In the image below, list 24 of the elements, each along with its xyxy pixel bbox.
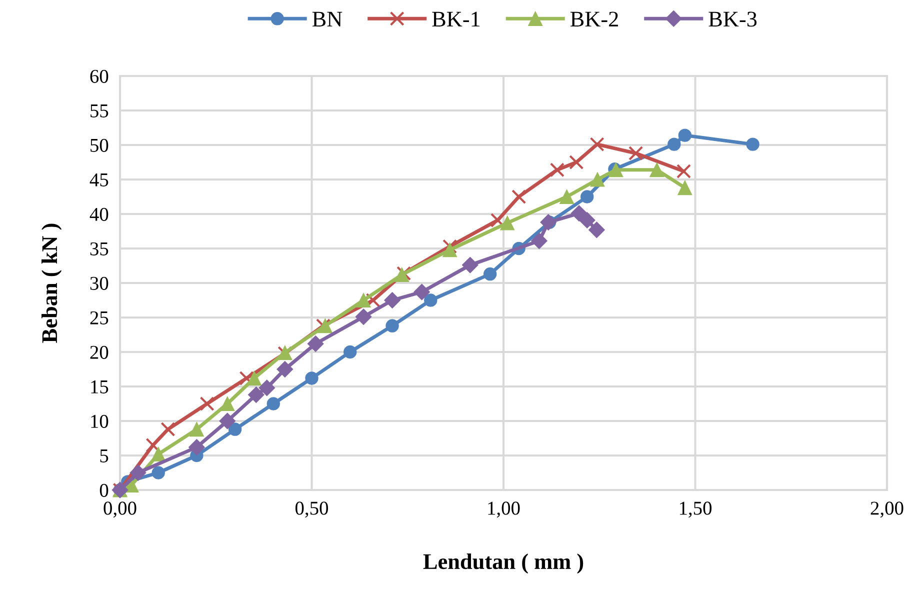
x-tick-label: 2,00 bbox=[870, 502, 904, 518]
y-tick-label: 25 bbox=[90, 311, 108, 324]
legend-label: BK-2 bbox=[570, 12, 618, 26]
x-tick-label: 0,00 bbox=[104, 502, 136, 518]
x-tick-label: 1,00 bbox=[488, 502, 520, 518]
y-tick-label: 0 bbox=[100, 484, 108, 497]
legend-label: BN bbox=[312, 12, 342, 26]
y-tick-label: 30 bbox=[90, 276, 108, 290]
y-tick-label: 35 bbox=[90, 242, 108, 256]
y-tick-label: 40 bbox=[90, 208, 108, 221]
y-tick-label: 60 bbox=[90, 70, 108, 83]
y-tick-label: 50 bbox=[90, 138, 108, 152]
legend-label: BK-1 bbox=[432, 12, 480, 26]
y-tick-label: 20 bbox=[90, 346, 108, 359]
y-tick-label: 55 bbox=[90, 104, 108, 118]
y-axis-title: Beban ( kN ) bbox=[42, 224, 62, 343]
y-tick-label: 15 bbox=[91, 380, 108, 394]
y-tick-label: 45 bbox=[90, 173, 108, 186]
y-tick-label: 5 bbox=[100, 450, 108, 462]
legend-label: BK-3 bbox=[708, 12, 757, 27]
x-tick-label: 1,50 bbox=[680, 502, 712, 518]
x-axis-title: Lendutan ( mm ) bbox=[423, 553, 584, 574]
x-tick-label: 0,50 bbox=[295, 502, 328, 518]
y-tick-label: 10 bbox=[91, 414, 108, 428]
